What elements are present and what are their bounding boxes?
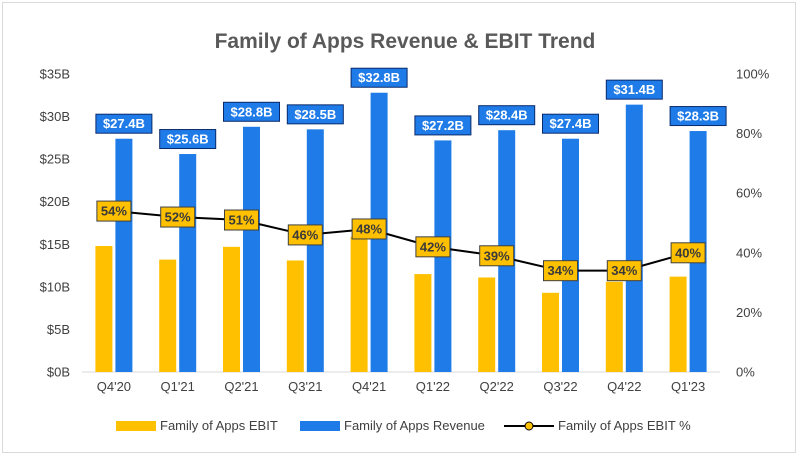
- revenue-data-label-box: [95, 113, 153, 134]
- x-axis-tick-label: Q1'23: [671, 379, 705, 394]
- ebit-percent-label: 52%: [165, 210, 191, 225]
- legend-ebit-label: Family of Apps EBIT: [160, 418, 278, 433]
- ebit-percent-label-box: [606, 260, 642, 282]
- ebit-bar: [414, 274, 432, 372]
- right-axis-tick-label: 40%: [736, 245, 762, 260]
- revenue-data-label-box: [478, 105, 536, 126]
- revenue-data-label: $32.8B: [358, 70, 400, 85]
- revenue-data-label-box: [350, 67, 408, 88]
- ebit-percent-label-box: [543, 260, 578, 282]
- x-axis-tick-label: Q1'21: [161, 379, 195, 394]
- ebit-percent-label: 39%: [484, 248, 510, 263]
- revenue-bar: [562, 138, 579, 372]
- x-axis-tick-label: Q3'22: [543, 379, 577, 394]
- ebit-percent-label: 46%: [292, 227, 318, 242]
- revenue-data-label: $31.4B: [613, 82, 655, 97]
- legend-revenue-swatch: [300, 421, 340, 431]
- ebit-percent-label-box: [479, 245, 515, 267]
- left-axis-tick-label: $10B: [40, 279, 70, 294]
- ebit-percent-label-box: [287, 224, 323, 246]
- revenue-data-label: $28.8B: [231, 104, 273, 119]
- revenue-data-label-box: [414, 115, 472, 136]
- ebit-percent-label-box: [670, 242, 706, 264]
- revenue-bar: [243, 126, 260, 372]
- ebit-percent-label-box: [224, 209, 259, 231]
- chart-title: Family of Apps Revenue & EBIT Trend: [215, 30, 596, 53]
- revenue-bar: [625, 104, 643, 372]
- revenue-data-label: $27.2B: [422, 118, 464, 133]
- ebit-percent-label: 34%: [547, 263, 573, 278]
- x-axis: Q4'20 Q1'21 Q2'21 Q3'21 Q4'21 Q1'22 Q2'22 Q3'22…: [82, 371, 720, 394]
- left-axis-tick-label: $15B: [40, 237, 70, 252]
- ebit-percent-label: 54%: [101, 204, 127, 219]
- legend: Family of Apps EBIT Family of Apps Revenu…: [116, 418, 691, 433]
- x-axis-tick-label: Q4'20: [97, 379, 131, 394]
- ebit-bar: [223, 246, 240, 372]
- x-axis-tick-label: Q3'21: [288, 379, 322, 394]
- ebit-percent-label: 42%: [420, 239, 446, 254]
- revenue-data-label-box: [223, 101, 280, 122]
- ebit-bar: [669, 276, 687, 372]
- revenue-data-label: $27.4B: [550, 116, 592, 131]
- ebit-bar: [350, 236, 368, 372]
- data-labels: $27.4B $25.6B $28.8B $28.5B $32.8B $27.2B $28.…: [95, 67, 727, 282]
- revenue-data-label: $25.6B: [167, 132, 209, 147]
- ebit-percent-label: 40%: [675, 245, 701, 260]
- x-axis-tick-label: Q2'21: [224, 379, 258, 394]
- right-axis-tick-label: 100%: [736, 67, 770, 82]
- ebit-bar: [478, 277, 496, 372]
- ebit-bar: [159, 259, 177, 372]
- ebit-bar: [605, 281, 623, 372]
- left-axis-tick-label: $5B: [47, 322, 70, 337]
- left-axis-tick-label: $30B: [40, 109, 70, 124]
- ebit-percent-label: 34%: [611, 263, 637, 278]
- legend-revenue-label: Family of Apps Revenue: [344, 418, 485, 433]
- ebit-percent-label: 51%: [228, 213, 254, 228]
- ebit-percent-line: [113, 210, 689, 272]
- x-axis-tick-label: Q1'22: [416, 379, 450, 394]
- left-axis: $0B $5B $10B $15B $20B $25B $30B $35B: [40, 67, 70, 380]
- ebit-percent-label-box: [96, 200, 132, 222]
- revenue-bar: [115, 138, 133, 372]
- revenue-data-label: $28.3B: [677, 109, 719, 124]
- ebit-percent-label-box: [160, 206, 196, 228]
- legend-ebit-percent-marker: [524, 421, 534, 431]
- revenue-data-label: $28.5B: [294, 107, 336, 122]
- revenue-data-label-box: [286, 104, 344, 125]
- revenue-data-label-box: [542, 113, 599, 134]
- revenue-bar: [179, 154, 197, 372]
- x-axis-tick-label: Q4'21: [352, 379, 386, 394]
- left-axis-tick-label: $0B: [47, 365, 70, 380]
- left-axis-tick-label: $35B: [40, 67, 70, 82]
- right-axis-tick-label: 20%: [736, 305, 762, 320]
- right-axis-tick-label: 60%: [736, 186, 762, 201]
- revenue-data-label: $28.4B: [486, 108, 528, 123]
- revenue-data-label: $27.4B: [103, 116, 145, 131]
- ebit-percent-label-box: [415, 236, 451, 258]
- legend-ebit-percent-label: Family of Apps EBIT %: [558, 418, 691, 433]
- revenue-data-label-box: [669, 106, 727, 127]
- revenue-data-label-box: [159, 129, 217, 150]
- right-axis-tick-label: 0%: [736, 365, 755, 380]
- x-axis-tick-label: Q4'22: [607, 379, 641, 394]
- right-axis-tick-label: 80%: [736, 126, 762, 141]
- left-axis-tick-label: $20B: [40, 194, 70, 209]
- legend-ebit-swatch: [116, 421, 156, 431]
- ebit-percent-label: 48%: [356, 221, 382, 236]
- x-axis-tick-label: Q2'22: [480, 379, 514, 394]
- left-axis-tick-label: $25B: [40, 152, 70, 167]
- ebit-bar: [286, 260, 304, 372]
- revenue-bar: [306, 129, 324, 372]
- ebit-bar: [95, 245, 113, 372]
- ebit-percent-label-box: [351, 218, 387, 240]
- right-axis: 0% 20% 40% 60% 80% 100%: [736, 67, 770, 380]
- revenue-data-label-box: [605, 79, 663, 100]
- ebit-bar: [542, 292, 559, 372]
- ebit-percent-line-layer: [109, 206, 693, 276]
